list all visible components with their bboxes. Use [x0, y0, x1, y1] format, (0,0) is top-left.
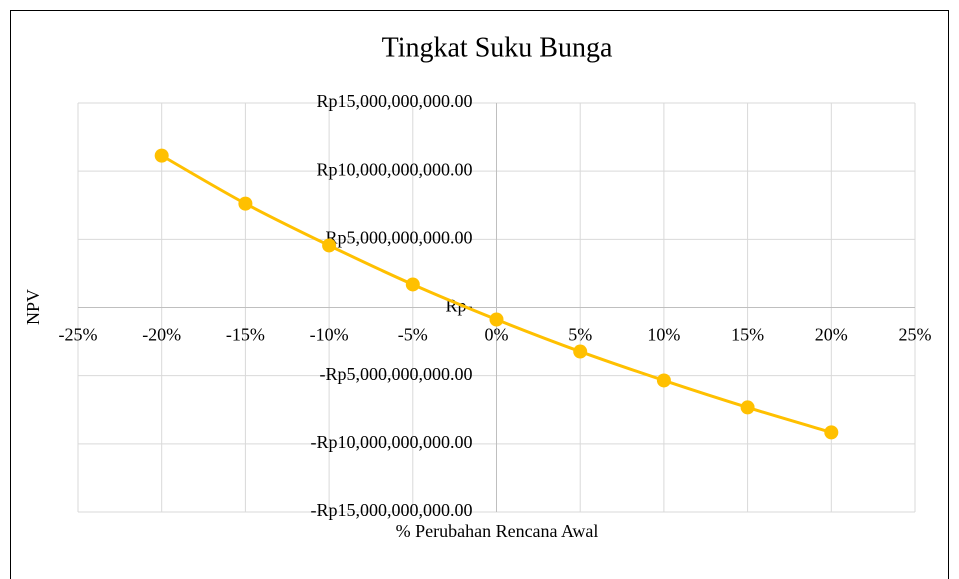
x-tick-label: 0% — [485, 325, 509, 345]
x-tick-label: -5% — [398, 325, 428, 345]
data-point — [824, 425, 839, 440]
data-point — [656, 373, 671, 388]
x-tick-label: 15% — [731, 325, 764, 345]
x-tick-label: -10% — [310, 325, 349, 345]
x-axis-title: % Perubahan Rencana Awal — [396, 521, 599, 541]
x-tick-label: -20% — [142, 325, 181, 345]
data-point — [405, 277, 420, 292]
y-tick-label: -Rp5,000,000,000.00 — [320, 364, 473, 384]
data-point — [573, 344, 588, 359]
y-tick-label: -Rp15,000,000,000.00 — [311, 500, 473, 520]
y-tick-label: Rp15,000,000,000.00 — [316, 91, 472, 111]
x-tick-label: -15% — [226, 325, 265, 345]
chart-title: Tingkat Suku Bunga — [382, 32, 613, 63]
data-point — [154, 148, 169, 163]
data-point — [489, 312, 504, 327]
x-tick-label: 5% — [568, 325, 592, 345]
data-point — [322, 238, 337, 253]
y-tick-label: Rp10,000,000,000.00 — [316, 159, 472, 179]
x-tick-label: 20% — [815, 325, 848, 345]
x-tick-label: -25% — [59, 325, 98, 345]
chart-frame — [10, 10, 949, 579]
data-point — [740, 400, 755, 415]
y-tick-label: -Rp10,000,000,000.00 — [311, 432, 473, 452]
x-tick-label: 25% — [899, 325, 932, 345]
data-point — [238, 196, 253, 211]
y-axis-title: NPV — [23, 289, 43, 325]
y-tick-label: Rp5,000,000,000.00 — [325, 227, 472, 247]
x-tick-label: 10% — [647, 325, 680, 345]
